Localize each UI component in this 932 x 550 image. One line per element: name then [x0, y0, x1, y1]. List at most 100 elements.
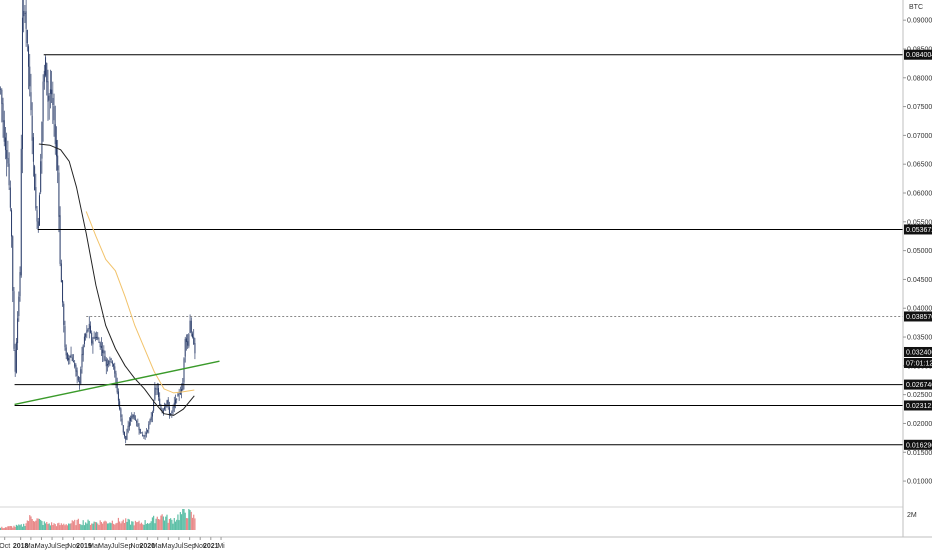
candle-body[interactable] — [62, 280, 64, 303]
candle-body[interactable] — [57, 155, 59, 171]
candle-body[interactable] — [43, 70, 45, 82]
candle-body[interactable] — [130, 417, 132, 422]
candle-body[interactable] — [77, 376, 79, 381]
candle-body[interactable] — [156, 388, 158, 390]
candle-body[interactable] — [70, 354, 72, 358]
candle-body[interactable] — [29, 66, 31, 87]
candle-body[interactable] — [47, 81, 49, 102]
candle-body[interactable] — [111, 361, 113, 365]
candle-body[interactable] — [154, 387, 156, 400]
candle-body[interactable] — [41, 121, 43, 159]
candle-body[interactable] — [114, 366, 116, 374]
moving-average-long[interactable] — [38, 143, 195, 416]
candle-body[interactable] — [42, 81, 44, 122]
candle-body[interactable] — [65, 347, 67, 356]
candle-body[interactable] — [132, 414, 134, 417]
candle-body[interactable] — [160, 406, 162, 410]
candle-body[interactable] — [4, 137, 6, 151]
candle-body[interactable] — [151, 412, 153, 417]
candle-body[interactable] — [13, 291, 15, 349]
candle-body[interactable] — [179, 392, 181, 394]
candle-body[interactable] — [8, 163, 10, 186]
green-trendline[interactable] — [14, 360, 220, 406]
candle-body[interactable] — [54, 124, 56, 145]
candle-body[interactable] — [145, 432, 147, 435]
candle-body[interactable] — [88, 323, 90, 329]
candle-body[interactable] — [40, 161, 42, 193]
candle-body[interactable] — [1, 89, 3, 105]
candle-body[interactable] — [36, 210, 38, 222]
candle-body[interactable] — [58, 172, 60, 217]
candle-body[interactable] — [157, 388, 159, 397]
candle-body[interactable] — [85, 333, 87, 337]
candle-body[interactable] — [100, 345, 102, 348]
candle-body[interactable] — [117, 391, 119, 401]
candle-body[interactable] — [150, 416, 152, 421]
candle-body[interactable] — [122, 425, 124, 433]
candle-body[interactable] — [63, 303, 65, 325]
candle-body[interactable] — [110, 358, 112, 360]
candle-body[interactable] — [37, 221, 39, 229]
candle-body[interactable] — [7, 157, 9, 164]
candle-body[interactable] — [187, 341, 189, 346]
candle-body[interactable] — [164, 407, 166, 410]
candle-body[interactable] — [167, 399, 169, 407]
candle-body[interactable] — [86, 330, 88, 333]
candle-body[interactable] — [20, 148, 22, 276]
candle-body[interactable] — [126, 432, 128, 440]
candle-body[interactable] — [0, 88, 2, 90]
plot-area[interactable] — [0, 0, 903, 530]
candle-body[interactable] — [159, 398, 161, 406]
candle-body[interactable] — [71, 357, 73, 361]
candle-body[interactable] — [143, 435, 145, 437]
candle-body[interactable] — [103, 350, 105, 354]
candle-body[interactable] — [93, 336, 95, 339]
candle-body[interactable] — [104, 355, 106, 361]
candle-body[interactable] — [137, 423, 139, 427]
candle-body[interactable] — [28, 46, 30, 67]
candle-body[interactable] — [45, 57, 47, 76]
candle-body[interactable] — [17, 318, 19, 344]
candle-body[interactable] — [183, 358, 185, 383]
candle-body[interactable] — [52, 97, 54, 106]
candle-body[interactable] — [38, 195, 40, 226]
candle-body[interactable] — [125, 435, 127, 440]
candle-body[interactable] — [184, 338, 186, 357]
candle-body[interactable] — [190, 320, 192, 333]
candle-body[interactable] — [74, 362, 76, 367]
candle-body[interactable] — [121, 418, 123, 425]
candle-body[interactable] — [102, 349, 104, 354]
candle-body[interactable] — [15, 342, 17, 373]
candle-body[interactable] — [174, 399, 176, 404]
candle-body[interactable] — [127, 425, 129, 433]
candle-body[interactable] — [182, 383, 184, 391]
candle-body[interactable] — [81, 353, 83, 368]
candle-body[interactable] — [49, 89, 51, 94]
candle-body[interactable] — [66, 353, 68, 360]
candle-body[interactable] — [23, 11, 25, 17]
candle-body[interactable] — [193, 336, 195, 345]
candle-body[interactable] — [30, 92, 32, 111]
candle-body[interactable] — [189, 320, 191, 334]
candle-body[interactable] — [94, 337, 96, 339]
candle-body[interactable] — [46, 63, 48, 83]
candle-body[interactable] — [144, 434, 146, 437]
candle-body[interactable] — [31, 115, 33, 141]
candle-body[interactable] — [120, 408, 122, 418]
candle-body[interactable] — [106, 364, 108, 366]
candle-body[interactable] — [168, 407, 170, 416]
candle-body[interactable] — [69, 355, 71, 358]
candle-body[interactable] — [99, 342, 101, 348]
candle-body[interactable] — [26, 29, 28, 44]
candle-body[interactable] — [32, 137, 34, 162]
candle-body[interactable] — [140, 432, 142, 434]
candle-body[interactable] — [142, 434, 144, 437]
candle-body[interactable] — [188, 334, 190, 347]
candle-body[interactable] — [24, 13, 26, 14]
candle-body[interactable] — [166, 400, 168, 404]
candle-body[interactable] — [25, 11, 27, 29]
candle-body[interactable] — [82, 345, 84, 356]
candle-body[interactable] — [115, 373, 117, 383]
candle-body[interactable] — [48, 95, 50, 101]
candle-body[interactable] — [72, 361, 74, 363]
